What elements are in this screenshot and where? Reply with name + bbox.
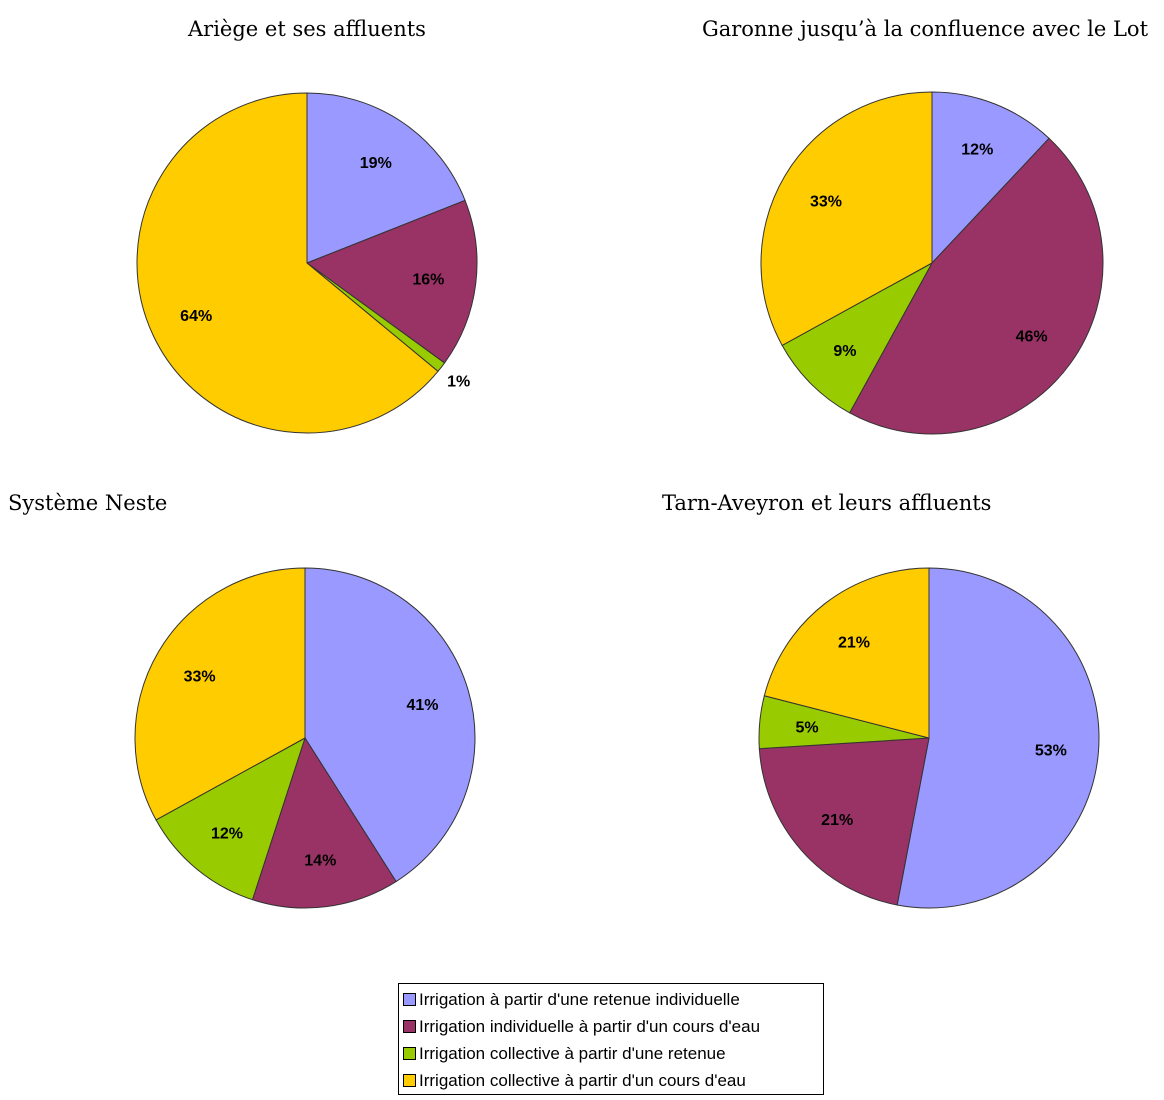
chart-title: Système Neste xyxy=(8,491,167,515)
legend-label-individuelle-cours-eau: Irrigation individuelle à partir d'un co… xyxy=(419,1016,761,1036)
pie-slice-label-retenue-individuelle: 12% xyxy=(961,142,993,159)
pie-slice-individuelle-cours-eau xyxy=(758,737,930,906)
legend-swatch-collective-retenue xyxy=(403,1047,416,1060)
legend-swatch-retenue-individuelle xyxy=(403,993,416,1006)
legend-label-retenue-individuelle: Irrigation à partir d'une retenue indivi… xyxy=(419,989,740,1009)
pie-slice-label-retenue-individuelle: 19% xyxy=(360,155,392,172)
legend-label-collective-cours-eau: Irrigation collective à partir d'un cour… xyxy=(419,1070,746,1090)
pie-slice-collective-cours-eau xyxy=(136,92,439,434)
pie-slice-label-retenue-individuelle: 41% xyxy=(406,697,438,714)
pie-slice-collective-cours-eau xyxy=(760,91,933,347)
pie-slice-label-collective-retenue: 9% xyxy=(833,343,856,360)
pie-slice-label-collective-cours-eau: 33% xyxy=(184,669,216,686)
pie-slice-individuelle-cours-eau xyxy=(305,199,478,364)
pie-slice-label-collective-cours-eau: 33% xyxy=(810,193,842,210)
pie-slice-retenue-individuelle xyxy=(304,567,476,883)
pie-slice-retenue-individuelle xyxy=(896,567,1100,909)
legend-item-collective-retenue: Irrigation collective à partir d'une ret… xyxy=(403,1040,823,1067)
pie-slice-label-collective-retenue: 12% xyxy=(211,825,243,842)
pie-slice-collective-retenue xyxy=(781,261,934,414)
legend-swatch-individuelle-cours-eau xyxy=(403,1020,416,1033)
pie-slice-label-collective-cours-eau: 21% xyxy=(838,634,870,651)
legend-label-collective-retenue: Irrigation collective à partir d'une ret… xyxy=(419,1043,726,1063)
chart-title: Tarn-Aveyron et leurs affluents xyxy=(662,491,991,515)
pie-slice-collective-retenue xyxy=(155,736,306,901)
pie-chart-ariege-et-ses-affluents: Ariège et ses affluents 19% 16% 1% 64% xyxy=(136,17,478,434)
pie-slice-label-collective-retenue: 1% xyxy=(447,374,470,391)
legend-swatch-collective-cours-eau xyxy=(403,1074,416,1087)
pie-chart-tarn-aveyron-et-leurs-affluents: Tarn-Aveyron et leurs affluents 53% 21% 5% 2… xyxy=(662,491,1100,909)
legend-item-individuelle-cours-eau: Irrigation individuelle à partir d'un co… xyxy=(403,1013,823,1040)
legend-item-collective-cours-eau: Irrigation collective à partir d'un cour… xyxy=(403,1067,823,1094)
pie-slice-retenue-individuelle xyxy=(306,92,466,264)
pie-slice-individuelle-cours-eau xyxy=(251,736,397,909)
pie-slice-retenue-individuelle xyxy=(931,91,1050,265)
pie-slice-label-individuelle-cours-eau: 21% xyxy=(821,812,853,829)
pie-slice-label-individuelle-cours-eau: 14% xyxy=(304,852,336,869)
pie-chart-systeme-neste: Système Neste 41% 14% 12% 33% xyxy=(8,491,476,909)
pie-slice-label-collective-cours-eau: 64% xyxy=(180,308,212,325)
pie-slice-label-individuelle-cours-eau: 46% xyxy=(1016,328,1048,345)
chart-title: Ariège et ses affluents xyxy=(187,17,426,41)
pie-slice-label-collective-retenue: 5% xyxy=(796,720,819,737)
pie-slice-collective-cours-eau xyxy=(763,567,930,739)
chart-title: Garonne jusqu’à la confluence avec le Lo… xyxy=(702,17,1149,41)
pie-slice-individuelle-cours-eau xyxy=(848,137,1104,435)
chart-legend: Irrigation à partir d'une retenue indivi… xyxy=(398,983,824,1095)
pie-slice-label-individuelle-cours-eau: 16% xyxy=(412,271,444,288)
pie-slice-label-retenue-individuelle: 53% xyxy=(1035,743,1067,760)
pie-slice-collective-cours-eau xyxy=(134,567,306,821)
pie-chart-garonne-jusqu-a-la-confluence-avec-le-lot: Garonne jusqu’à la confluence avec le Lo… xyxy=(702,17,1149,435)
legend-item-retenue-individuelle: Irrigation à partir d'une retenue indivi… xyxy=(403,986,823,1013)
